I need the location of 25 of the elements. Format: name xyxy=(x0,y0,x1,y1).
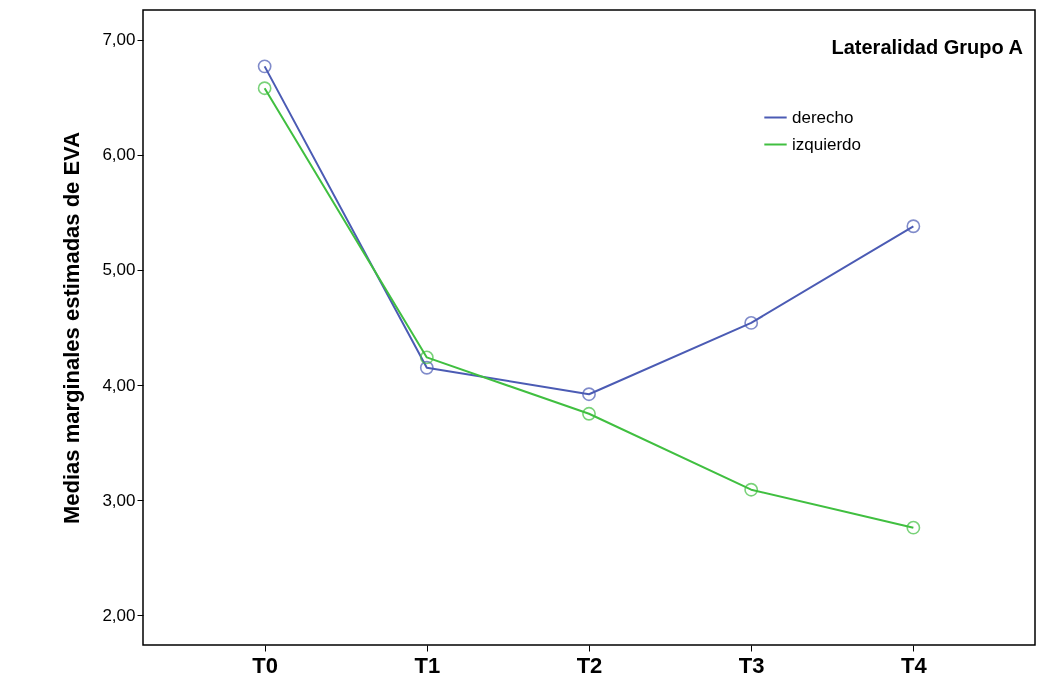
x-tick-label: T1 xyxy=(414,652,441,678)
point xyxy=(744,482,759,497)
y-tick-label: 4,00 xyxy=(102,375,136,395)
text: Lateralidad Grupo A xyxy=(831,36,1023,58)
x-tick-label: T3 xyxy=(738,652,765,678)
legend-label: izquierdo xyxy=(792,134,861,154)
y-axis-title: Medias marginales estimadas de EVA xyxy=(59,131,85,525)
point xyxy=(906,219,921,234)
y-tick-label: 5,00 xyxy=(102,260,136,280)
point xyxy=(744,315,759,330)
point xyxy=(419,350,434,365)
point xyxy=(582,406,596,421)
point xyxy=(419,360,434,375)
x-tick-label: T4 xyxy=(901,652,928,678)
x-tick-label: T0 xyxy=(252,652,278,678)
point xyxy=(257,59,272,74)
y-tick-label: 7,00 xyxy=(102,30,136,50)
point xyxy=(257,81,272,96)
y-tick-label: 2,00 xyxy=(102,605,136,625)
y-tick-label: 3,00 xyxy=(102,490,136,510)
y-tick-label: 6,00 xyxy=(102,145,136,165)
point xyxy=(582,387,596,402)
legend-label: derecho xyxy=(792,107,854,127)
x-tick-label: T2 xyxy=(576,652,603,678)
point xyxy=(906,520,921,535)
